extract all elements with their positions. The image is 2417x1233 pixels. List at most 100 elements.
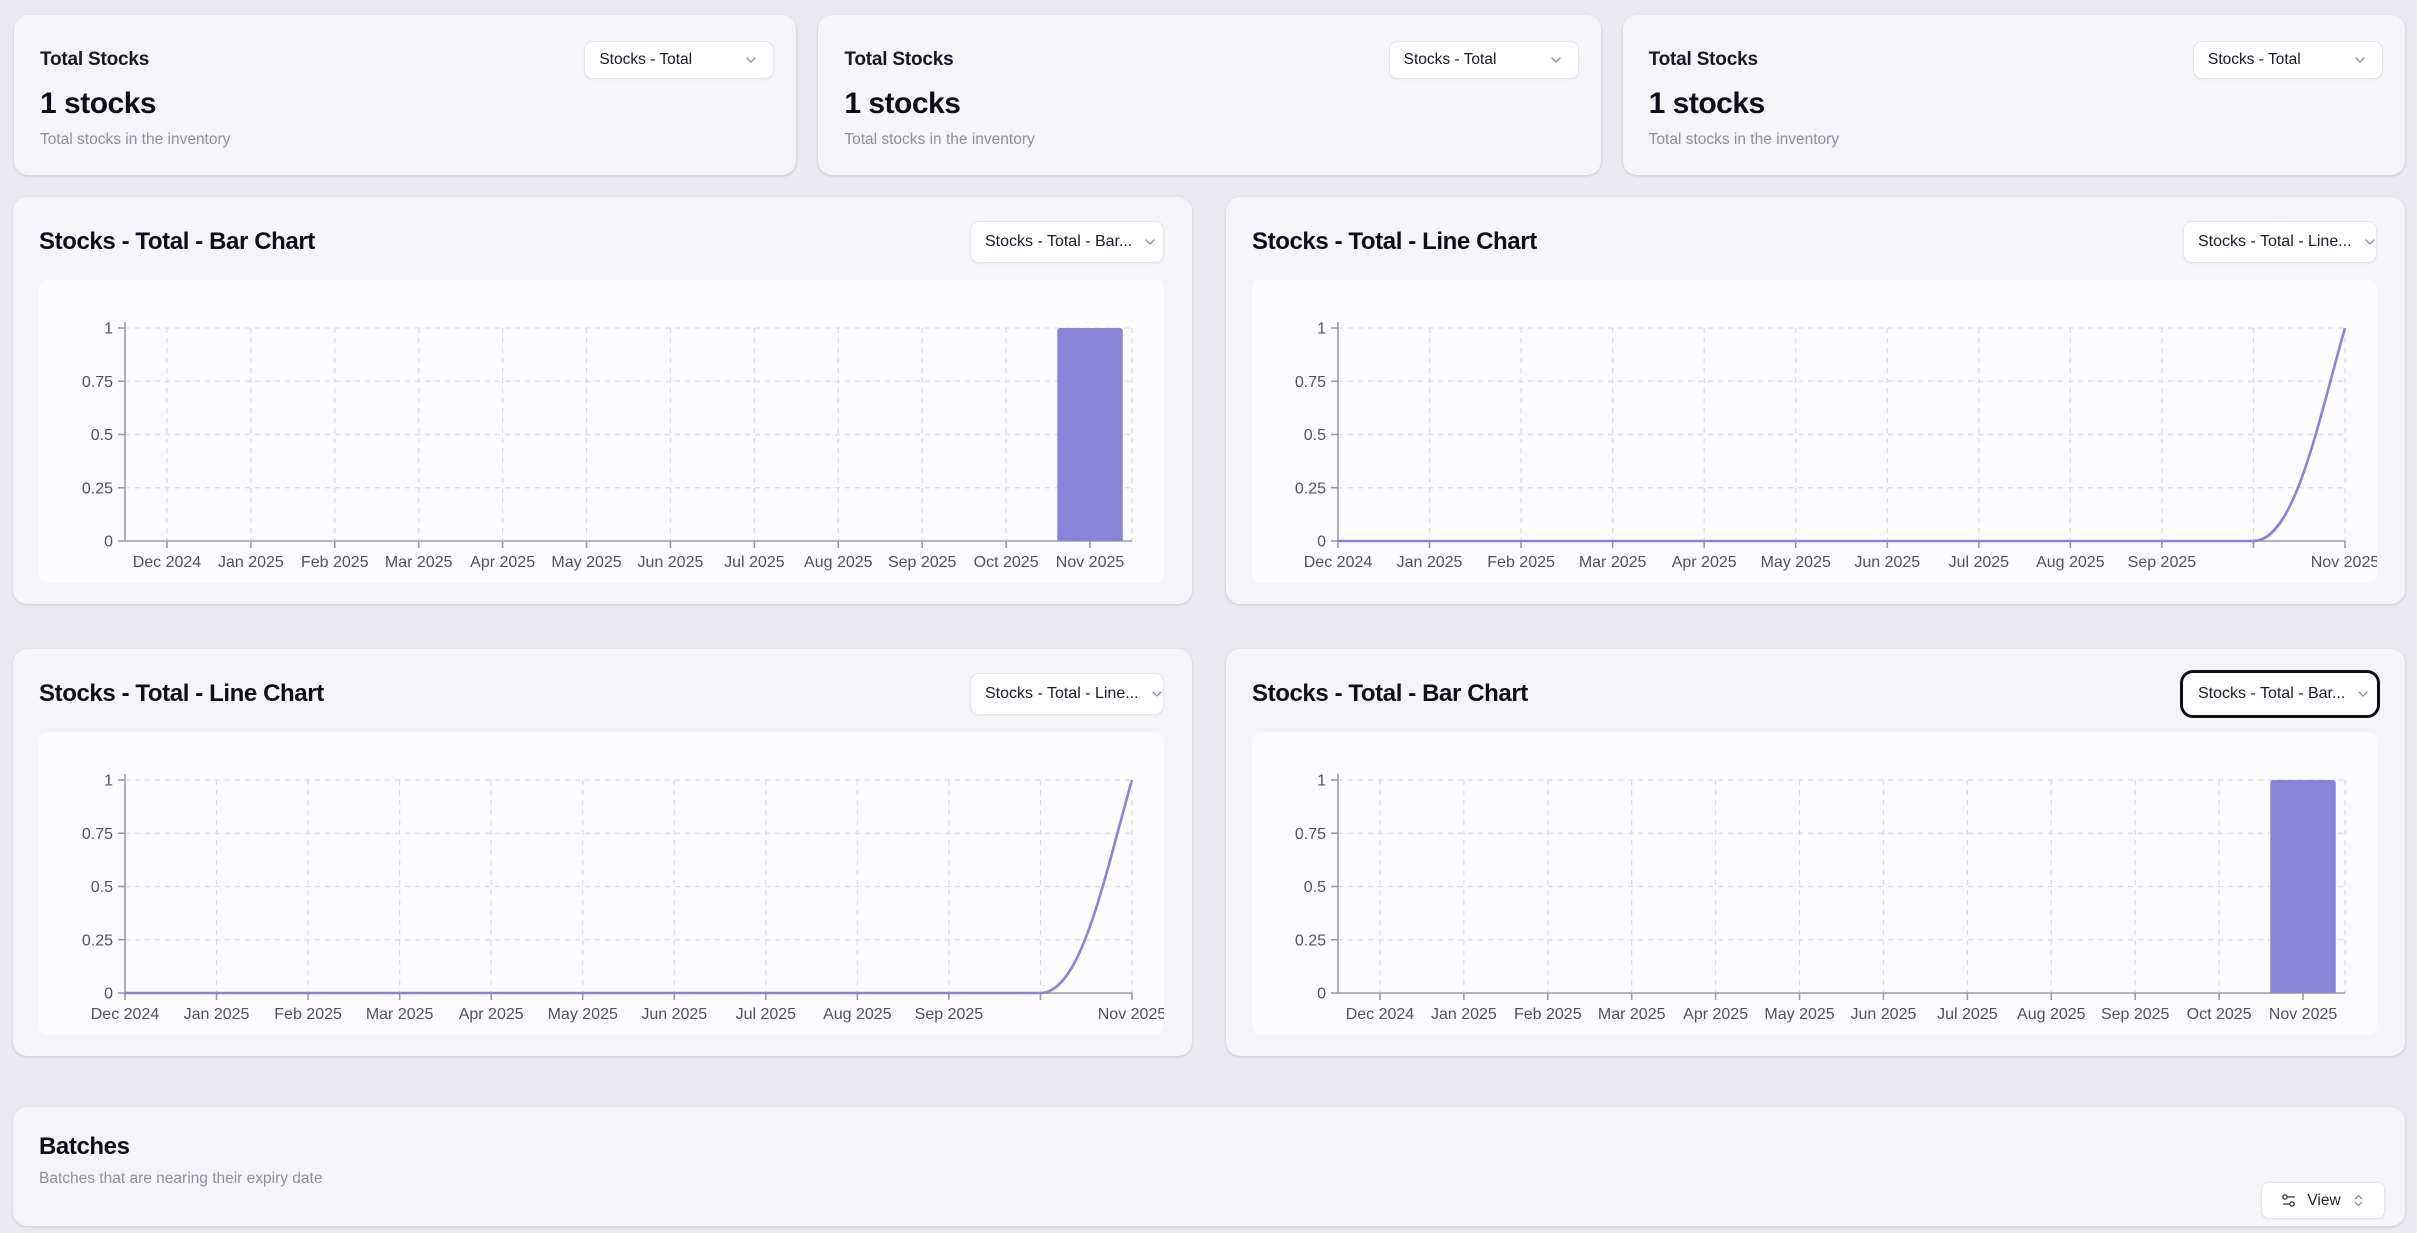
- svg-text:Aug 2025: Aug 2025: [2036, 554, 2105, 571]
- line-chart-canvas: 0 0.25 0.5 0.75 1 Dec 2024 Jan 2025 Feb 2025 Mar…: [1252, 280, 2377, 583]
- chart-card-bar-2: Stocks - Total - Bar Chart Stocks - Tota…: [1226, 649, 2405, 1056]
- svg-text:0.5: 0.5: [91, 427, 113, 444]
- chart-title: Stocks - Total - Bar Chart: [1252, 680, 1528, 707]
- svg-text:1: 1: [1317, 773, 1326, 790]
- svg-text:Jul 2025: Jul 2025: [1937, 1006, 1998, 1023]
- svg-text:0.25: 0.25: [82, 480, 113, 497]
- svg-text:Dec 2024: Dec 2024: [133, 554, 202, 571]
- svg-text:Jun 2025: Jun 2025: [638, 554, 704, 571]
- svg-text:Oct 2025: Oct 2025: [2187, 1006, 2252, 1023]
- svg-text:0.25: 0.25: [1295, 932, 1326, 949]
- stat-cards-row: Total Stocks Stocks - Total 1 stocks Tot…: [14, 15, 2405, 175]
- svg-text:Feb 2025: Feb 2025: [274, 1006, 342, 1023]
- chart-card-line-1: Stocks - Total - Line Chart Stocks - Tot…: [1226, 197, 2405, 604]
- svg-text:Sep 2025: Sep 2025: [888, 554, 957, 571]
- stat-card-total-stocks-1: Total Stocks Stocks - Total 1 stocks Tot…: [14, 15, 797, 175]
- svg-text:0: 0: [104, 986, 113, 1003]
- svg-text:Nov 2025: Nov 2025: [1098, 1006, 1164, 1023]
- stat-subtitle: Total stocks in the inventory: [40, 131, 231, 148]
- chart-title: Stocks - Total - Bar Chart: [39, 228, 315, 255]
- svg-text:Mar 2025: Mar 2025: [366, 1006, 434, 1023]
- batches-card: Batches Batches that are nearing their e…: [13, 1107, 2405, 1226]
- stat-value: 1 stocks: [40, 87, 157, 120]
- svg-text:0.75: 0.75: [1295, 374, 1326, 391]
- batches-subtitle: Batches that are nearing their expiry da…: [39, 1170, 323, 1187]
- chart-select-focused[interactable]: Stocks - Total - Bar...: [2183, 673, 2377, 715]
- chevron-down-icon: [2352, 52, 2368, 68]
- svg-text:0.75: 0.75: [82, 374, 113, 391]
- svg-text:Aug 2025: Aug 2025: [804, 554, 873, 571]
- svg-text:Jul 2025: Jul 2025: [724, 554, 785, 571]
- svg-text:Jan 2025: Jan 2025: [218, 554, 284, 571]
- chart-select[interactable]: Stocks - Total - Line...: [970, 673, 1164, 715]
- svg-text:0.75: 0.75: [82, 826, 113, 843]
- select-value: Stocks - Total: [599, 51, 693, 68]
- stat-value: 1 stocks: [1648, 87, 1766, 120]
- svg-text:May 2025: May 2025: [1761, 554, 1831, 571]
- stat-subtitle: Total stocks in the inventory: [844, 131, 1035, 148]
- svg-text:Nov 2025: Nov 2025: [1056, 554, 1125, 571]
- stat-card-title: Total Stocks: [844, 49, 954, 70]
- select-value: Stocks - Total: [1403, 51, 1497, 68]
- svg-text:Apr 2025: Apr 2025: [470, 554, 535, 571]
- chevron-down-icon: [2355, 686, 2371, 702]
- svg-text:Sep 2025: Sep 2025: [915, 1006, 984, 1023]
- stat-card-title: Total Stocks: [40, 49, 150, 70]
- chevron-down-icon: [1149, 686, 1165, 702]
- select-value: Stocks - Total - Line...: [985, 685, 1139, 702]
- svg-text:1: 1: [104, 773, 113, 790]
- stat-value: 1 stocks: [844, 87, 961, 120]
- chevron-down-icon: [2362, 234, 2378, 250]
- svg-text:Jun 2025: Jun 2025: [1854, 554, 1920, 571]
- chart-select[interactable]: Stocks - Total - Line...: [2183, 221, 2377, 263]
- svg-text:Oct 2025: Oct 2025: [974, 554, 1039, 571]
- svg-text:May 2025: May 2025: [548, 1006, 618, 1023]
- svg-text:0.25: 0.25: [1295, 480, 1326, 497]
- svg-text:0.5: 0.5: [1304, 427, 1326, 444]
- stat-metric-select[interactable]: Stocks - Total: [584, 41, 775, 79]
- stat-metric-select[interactable]: Stocks - Total: [1388, 41, 1579, 79]
- stat-card-total-stocks-2: Total Stocks Stocks - Total 1 stocks Tot…: [818, 15, 1601, 175]
- svg-text:0: 0: [1317, 534, 1326, 551]
- svg-text:Jun 2025: Jun 2025: [641, 1006, 707, 1023]
- svg-text:Dec 2024: Dec 2024: [91, 1006, 160, 1023]
- svg-text:Apr 2025: Apr 2025: [459, 1006, 524, 1023]
- select-value: Stocks - Total - Bar...: [985, 233, 1133, 250]
- svg-text:0: 0: [1317, 986, 1326, 1003]
- chart-title: Stocks - Total - Line Chart: [39, 680, 324, 707]
- view-options-button[interactable]: View: [2261, 1182, 2385, 1219]
- stat-metric-select[interactable]: Stocks - Total: [2192, 41, 2383, 79]
- svg-text:Mar 2025: Mar 2025: [385, 554, 453, 571]
- svg-text:1: 1: [104, 321, 113, 338]
- bar-chart-canvas: 0 0.25 0.5 0.75 1 Dec 2024 Jan 2025 Feb 2025 Mar…: [1252, 732, 2377, 1035]
- chevron-down-icon: [1548, 52, 1564, 68]
- svg-text:Jan 2025: Jan 2025: [1431, 1006, 1497, 1023]
- svg-text:Aug 2025: Aug 2025: [2017, 1006, 2086, 1023]
- svg-text:Dec 2024: Dec 2024: [1304, 554, 1373, 571]
- chevrons-up-down-icon: [2351, 1193, 2366, 1208]
- view-button-label: View: [2307, 1191, 2341, 1209]
- svg-text:Aug 2025: Aug 2025: [823, 1006, 892, 1023]
- chart-card-line-2: Stocks - Total - Line Chart Stocks - Tot…: [13, 649, 1192, 1056]
- chart-row-2: Stocks - Total - Line Chart Stocks - Tot…: [13, 649, 2405, 1056]
- svg-text:Nov 2025: Nov 2025: [2311, 554, 2377, 571]
- select-value: Stocks - Total: [2207, 51, 2301, 68]
- svg-text:0.5: 0.5: [1304, 879, 1326, 896]
- svg-text:Jul 2025: Jul 2025: [1949, 554, 2010, 571]
- sliders-icon: [2280, 1192, 2297, 1209]
- svg-text:Feb 2025: Feb 2025: [1487, 554, 1555, 571]
- stat-subtitle: Total stocks in the inventory: [1648, 131, 1840, 148]
- svg-text:1: 1: [1317, 321, 1326, 338]
- svg-text:Dec 2024: Dec 2024: [1346, 1006, 1415, 1023]
- svg-text:May 2025: May 2025: [551, 554, 621, 571]
- batches-title: Batches: [39, 1133, 130, 1160]
- svg-text:Mar 2025: Mar 2025: [1598, 1006, 1666, 1023]
- chart-select[interactable]: Stocks - Total - Bar...: [970, 221, 1164, 263]
- chevron-down-icon: [1142, 234, 1158, 250]
- svg-text:Jan 2025: Jan 2025: [1397, 554, 1463, 571]
- line-chart-canvas: 0 0.25 0.5 0.75 1 Dec 2024 Jan 2025 Feb 2025 Mar…: [39, 732, 1164, 1035]
- svg-text:0.75: 0.75: [1295, 826, 1326, 843]
- svg-text:Jun 2025: Jun 2025: [1851, 1006, 1917, 1023]
- svg-text:May 2025: May 2025: [1764, 1006, 1834, 1023]
- chart-title: Stocks - Total - Line Chart: [1252, 228, 1537, 255]
